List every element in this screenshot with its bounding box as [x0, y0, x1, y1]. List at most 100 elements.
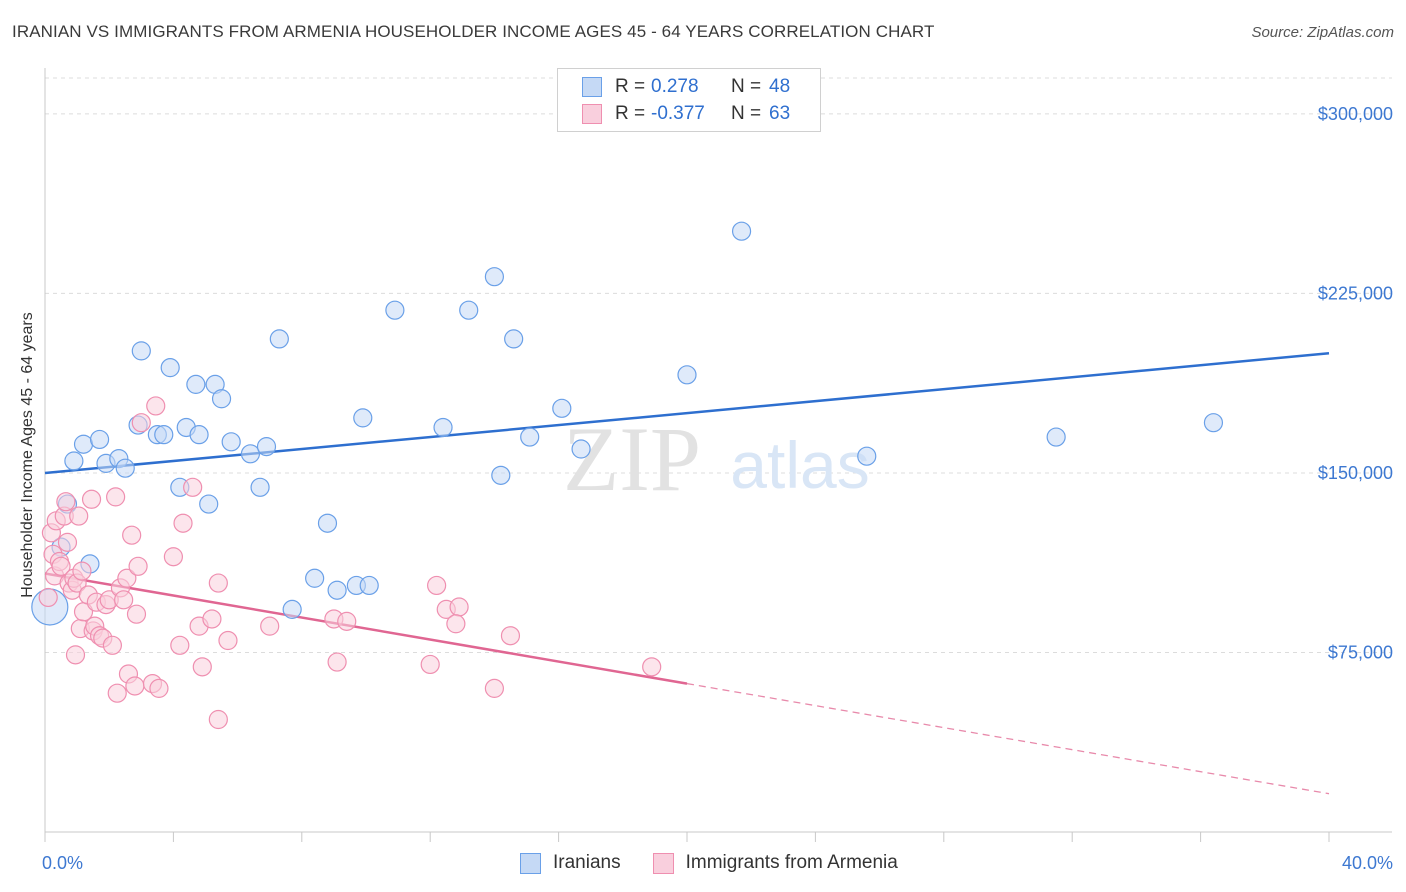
legend-r-value: 0.278	[651, 76, 699, 97]
iranian-point	[154, 425, 174, 445]
armenia-point	[208, 573, 228, 593]
armenia-point	[260, 616, 280, 636]
armenia-point	[56, 492, 76, 512]
iranian-point	[491, 465, 511, 485]
chart-source: Source: ZipAtlas.com	[1251, 24, 1394, 41]
armenia-point	[446, 614, 466, 634]
iranian-point	[385, 300, 405, 320]
x-tick-label: 0.0%	[42, 853, 83, 873]
legend-swatch-pink	[652, 852, 674, 874]
stats-legend: R = 0.278 N = 48 R = -0.377 N = 63	[557, 68, 821, 132]
armenia-point	[106, 487, 126, 507]
legend-n-label: N =	[731, 76, 762, 97]
armenia-point	[163, 547, 183, 567]
data-points	[31, 221, 1224, 730]
iranian-point	[359, 575, 379, 596]
armenia-point	[173, 513, 193, 533]
legend-swatch-blue	[582, 77, 602, 97]
armenia-point	[69, 506, 89, 526]
armenia-point	[57, 532, 78, 552]
armenia-point	[500, 626, 521, 646]
iranian-point	[160, 358, 180, 378]
armenia-point	[72, 561, 92, 581]
series-legend: Iranians Immigrants from Armenia	[520, 852, 930, 874]
iranian-point	[256, 437, 277, 457]
iranian-point	[484, 267, 504, 287]
iranian-point	[305, 568, 325, 588]
armenia-point	[38, 587, 58, 608]
armenia-point	[107, 683, 127, 703]
legend-r-label: R =	[615, 76, 646, 97]
armenia-trend-extension	[686, 682, 1330, 795]
armenia-point	[114, 590, 134, 610]
iranian-point	[504, 329, 524, 349]
armenia-point	[484, 678, 504, 698]
iranian-point	[211, 389, 232, 409]
legend-row-iranians: R = 0.278 N = 48	[582, 75, 790, 99]
armenia-point	[208, 709, 228, 730]
iranian-point	[131, 341, 151, 361]
legend-swatch-blue	[520, 852, 541, 874]
iranian-point	[115, 458, 135, 478]
armenia-point	[337, 611, 357, 631]
iranian-point	[221, 432, 241, 452]
legend-n-label: N =	[731, 103, 762, 124]
iranian-point	[520, 427, 540, 447]
tick-labels: $75,000 $150,000 $225,000 $300,000 0.0% 40.0%	[42, 104, 1393, 873]
armenia-point	[126, 604, 147, 624]
legend-label-armenia: Immigrants from Armenia	[685, 852, 898, 873]
armenia-point	[420, 654, 440, 675]
iranian-point	[1046, 427, 1066, 447]
x-tick-label: 40.0%	[1342, 853, 1393, 873]
y-tick-label: $300,000	[1318, 104, 1393, 124]
legend-row-armenia: R = -0.377 N = 63	[582, 102, 790, 126]
y-tick-label: $225,000	[1318, 283, 1393, 303]
chart-title: IRANIAN VS IMMIGRANTS FROM ARMENIA HOUSE…	[12, 22, 935, 41]
iranian-point	[199, 494, 219, 514]
y-tick-label: $150,000	[1318, 463, 1393, 483]
iranian-point	[89, 429, 110, 450]
armenia-point	[146, 396, 166, 416]
iranian-point	[64, 451, 84, 471]
armenia-point	[449, 597, 469, 617]
iranian-point	[317, 513, 338, 533]
iranian-point	[240, 444, 261, 464]
legend-item-armenia[interactable]: Immigrants from Armenia	[652, 852, 898, 874]
armenia-point	[427, 575, 447, 596]
armenia-point	[128, 556, 148, 576]
watermark-atlas: atlas	[730, 428, 869, 502]
legend-r-value: -0.377	[651, 103, 705, 124]
armenia-point	[192, 657, 212, 677]
iranian-point	[731, 221, 752, 241]
legend-swatch-pink	[582, 104, 602, 124]
armenia-point	[218, 630, 238, 651]
iranian-point	[571, 439, 591, 459]
legend-r-label: R =	[615, 103, 646, 124]
armenia-point	[102, 635, 123, 655]
iranian-point	[552, 398, 572, 418]
armenia-point	[81, 489, 102, 509]
iranian-point	[353, 408, 373, 428]
iranian-point	[327, 580, 347, 600]
iranian-point	[857, 446, 877, 466]
iranian-point	[1203, 413, 1224, 433]
legend-item-iranians[interactable]: Iranians	[520, 852, 621, 874]
axes	[44, 68, 1392, 842]
armenia-point	[131, 413, 151, 433]
armenia-point	[122, 525, 142, 545]
armenia-point	[149, 678, 169, 698]
armenia-point	[65, 645, 86, 665]
y-tick-label: $75,000	[1328, 642, 1393, 662]
iranian-point	[433, 417, 453, 438]
iranian-point	[269, 329, 289, 349]
armenia-point	[170, 635, 190, 655]
iranian-point	[677, 365, 697, 385]
legend-n-value: 63	[769, 103, 791, 124]
legend-label-iranians: Iranians	[553, 852, 621, 873]
armenia-point	[51, 556, 71, 576]
iranian-point	[73, 434, 94, 454]
armenia-trend-line	[44, 572, 688, 685]
armenia-point	[117, 568, 137, 588]
legend-n-value: 48	[769, 76, 791, 97]
